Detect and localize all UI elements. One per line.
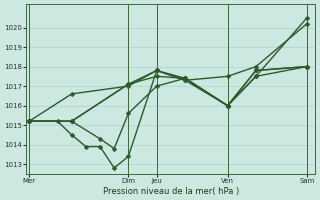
X-axis label: Pression niveau de la mer( hPa ): Pression niveau de la mer( hPa ) <box>103 187 239 196</box>
